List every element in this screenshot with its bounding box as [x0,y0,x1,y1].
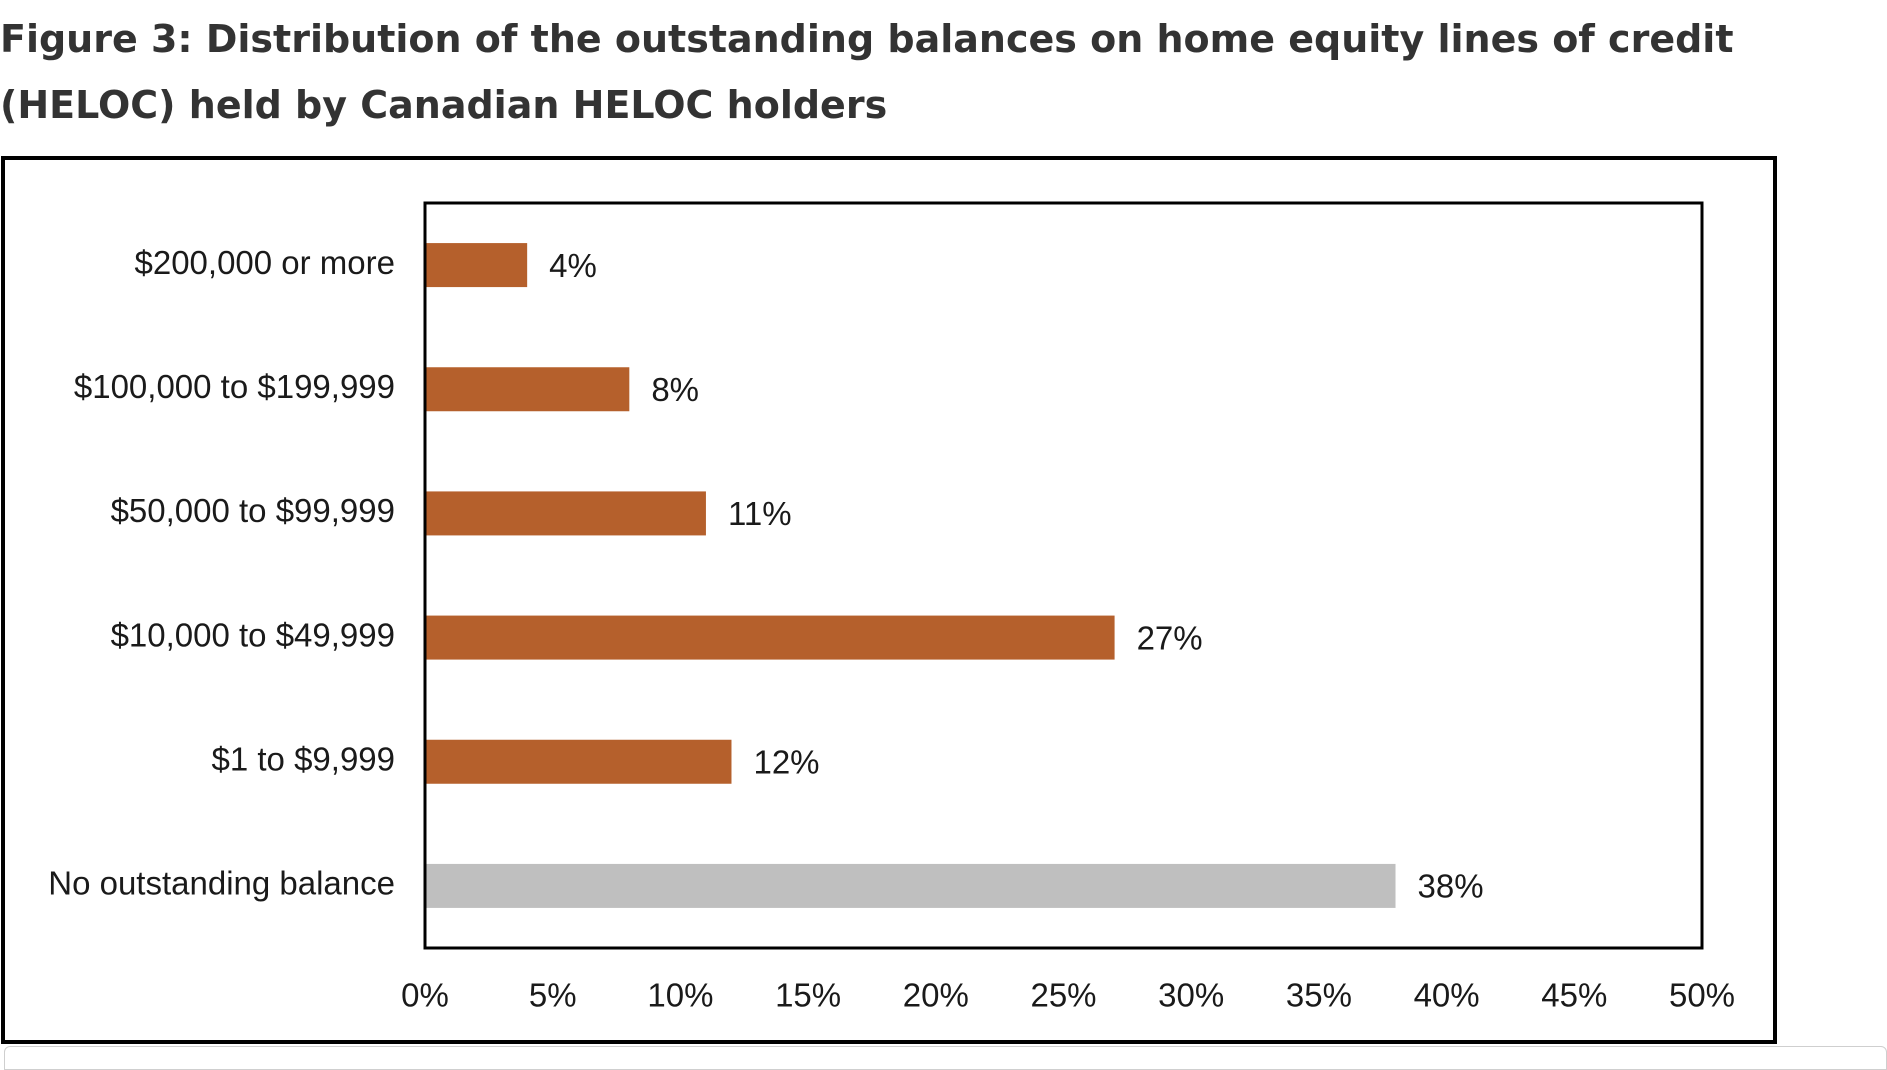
x-tick-label-0: 0% [401,977,449,1014]
category-label-1: $100,000 to $199,999 [74,368,395,405]
value-label-5: 38% [1418,868,1484,905]
x-tick-label-10: 50% [1669,977,1735,1014]
x-tick-label-1: 5% [529,977,577,1014]
bar-4 [426,739,732,784]
x-tick-label-3: 15% [775,977,841,1014]
plot-area-border [423,201,1704,950]
category-label-0: $200,000 or more [134,244,395,281]
x-tick-label-9: 45% [1541,977,1607,1014]
x-tick-label-4: 20% [903,977,969,1014]
value-label-4: 12% [753,743,819,780]
category-label-2: $50,000 to $99,999 [111,492,395,529]
bar-5 [426,863,1396,908]
x-tick-label-5: 25% [1030,977,1096,1014]
category-label-5: No outstanding balance [48,865,395,902]
category-label-3: $10,000 to $49,999 [111,616,395,653]
x-tick-label-6: 30% [1158,977,1224,1014]
x-tick-label-2: 10% [647,977,713,1014]
value-label-2: 11% [728,495,792,532]
value-label-1: 8% [651,371,699,408]
value-label-3: 27% [1137,619,1203,656]
category-label-4: $1 to $9,999 [212,740,396,777]
figure-title: Figure 3: Distribution of the outstandin… [0,17,1734,127]
bar-3 [426,615,1115,660]
bar-1 [426,367,630,412]
bar-2 [426,491,706,536]
x-tick-label-7: 35% [1286,977,1352,1014]
bar-0 [426,243,528,288]
value-label-0: 4% [549,247,597,284]
bottom-panel-edge [4,1046,1887,1070]
x-tick-label-8: 40% [1414,977,1480,1014]
